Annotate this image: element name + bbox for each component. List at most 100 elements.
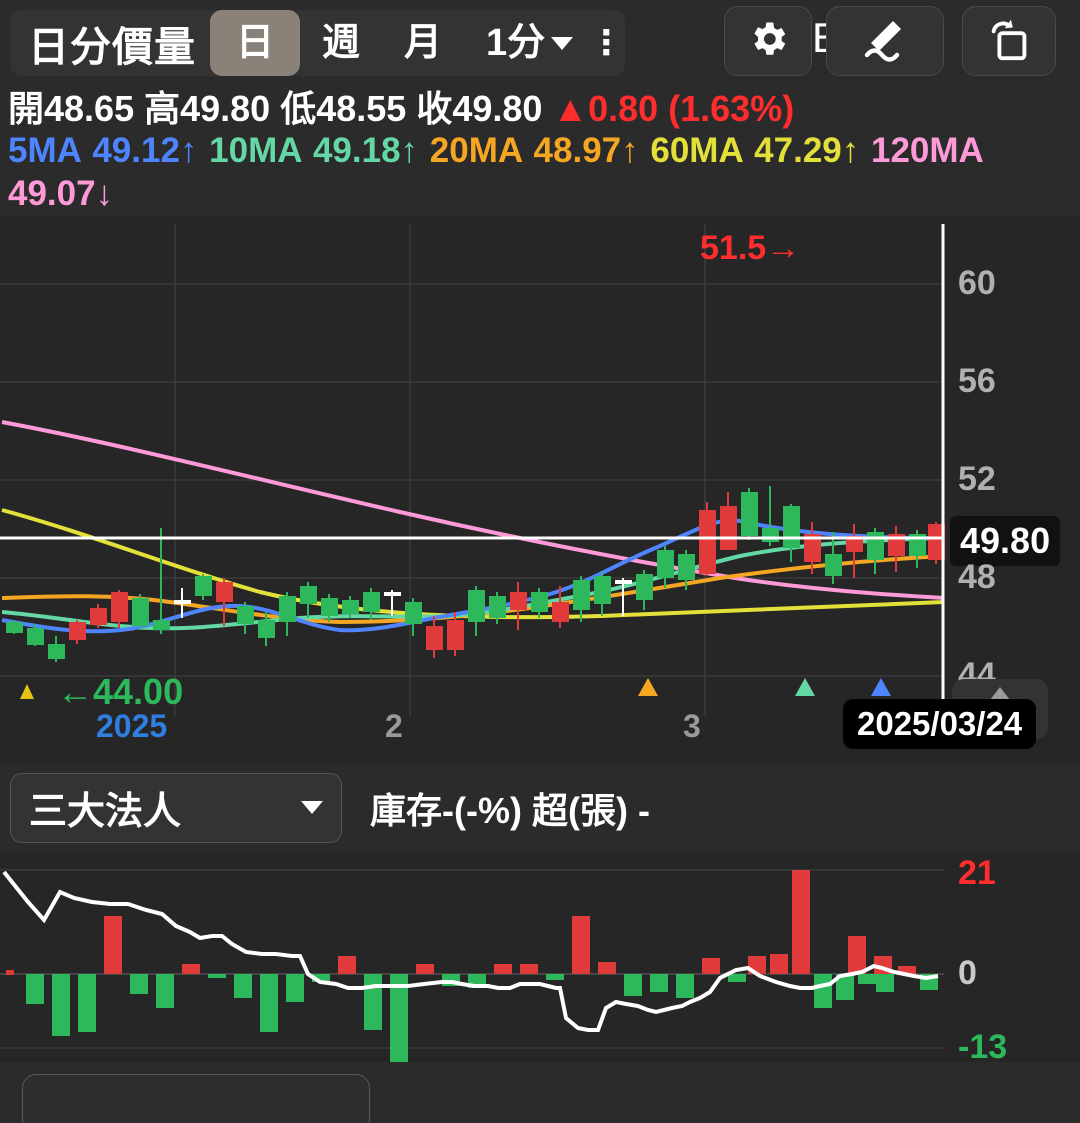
flow-bar <box>6 969 14 975</box>
price-chart[interactable]: 51.5→ ←44.00 60 56 52 49.80 48 44 2025 2… <box>0 215 1080 764</box>
sub-y-tick-zero: 0 <box>958 953 977 992</box>
y-tick-48: 48 <box>958 557 996 596</box>
flow-bar <box>898 965 916 974</box>
current-price-badge: 49.80 <box>950 515 1061 566</box>
flow-bar <box>130 973 148 994</box>
flow-bar <box>286 973 304 1002</box>
chevron-down-icon <box>551 36 574 50</box>
bottom-control-pill[interactable] <box>22 1073 370 1123</box>
rotate-screen-button[interactable] <box>962 6 1056 76</box>
candle <box>657 545 674 588</box>
flow-bar <box>728 973 746 982</box>
flow-bar <box>876 973 894 992</box>
candle <box>300 581 317 618</box>
candle <box>27 623 44 646</box>
candle <box>846 523 863 578</box>
indicator-select-label: 三大法人 <box>29 791 182 834</box>
candle <box>804 521 821 574</box>
flow-bar <box>260 973 278 1032</box>
marker-green-icon <box>795 677 815 696</box>
y-tick-56: 56 <box>958 361 996 400</box>
price-change: ▲0.80 (1.63%) <box>552 88 795 129</box>
candle <box>867 527 884 574</box>
price-chart-canvas <box>0 223 945 736</box>
tab-week[interactable]: 週 <box>322 22 361 64</box>
tab-minute[interactable]: 1分 <box>464 10 585 76</box>
flow-bar <box>792 869 810 974</box>
tab-minute-label: 1分 <box>486 22 546 64</box>
flow-bar <box>572 915 590 974</box>
ma20-legend: 20MA 48.97↑ <box>429 131 639 171</box>
candle <box>678 549 695 590</box>
candle <box>573 575 590 622</box>
candle <box>720 491 737 550</box>
annotation-low: ←44.00 <box>57 670 184 712</box>
annotation-high: 51.5→ <box>700 228 801 267</box>
ma10-legend: 10MA 49.18↑ <box>209 131 419 171</box>
candle <box>594 571 611 616</box>
flow-bar <box>338 955 356 974</box>
candle <box>615 577 632 616</box>
x-tick-2025: 2025 <box>96 707 168 744</box>
candle <box>258 611 275 646</box>
settings-button[interactable] <box>724 6 812 76</box>
indicator-select[interactable]: 三大法人 <box>10 772 342 843</box>
institutional-flow-canvas <box>0 869 944 1062</box>
flow-bar <box>208 973 226 978</box>
flow-bar <box>848 935 866 974</box>
flow-bar <box>78 973 96 1032</box>
candle <box>468 585 485 636</box>
flow-bar <box>836 973 854 1000</box>
quote-panel: 開48.65 高49.80 低48.55 收49.80 ▲0.80 (1.63%… <box>0 86 1080 216</box>
draw-tool-button[interactable] <box>826 6 944 76</box>
candle <box>111 589 128 628</box>
open-price: 開48.65 <box>8 88 135 129</box>
flow-bar <box>182 963 200 974</box>
flow-bar <box>390 973 408 1062</box>
candle <box>405 597 422 636</box>
candle <box>741 487 758 540</box>
institutional-flow-chart[interactable]: 21 0 -13 <box>0 851 1080 1066</box>
flow-bar <box>858 973 876 984</box>
flow-bar <box>494 963 512 974</box>
candle <box>279 591 296 636</box>
candle <box>363 587 380 620</box>
candle <box>489 591 506 624</box>
y-tick-52: 52 <box>958 459 996 498</box>
rotate-screen-icon <box>984 14 1034 69</box>
tab-day[interactable]: 日 <box>210 10 301 76</box>
candle <box>447 611 464 656</box>
candle <box>888 525 905 572</box>
gear-icon <box>746 17 790 66</box>
candle <box>216 577 233 626</box>
ma-legend: 5MA 49.12↑ 10MA 49.18↑ 20MA 48.97↑ 60MA … <box>8 130 1072 215</box>
flow-bars <box>6 869 938 1062</box>
candle <box>552 585 569 628</box>
candle <box>69 619 86 644</box>
flow-bar <box>520 963 538 974</box>
date-badge: 2025/03/24 <box>843 698 1037 749</box>
sub-y-tick-max: 21 <box>958 853 996 892</box>
marker-orange-icon <box>638 677 658 696</box>
flow-bar <box>52 973 70 1036</box>
candlestick-series <box>6 485 945 662</box>
vertical-gridlines <box>174 223 706 716</box>
y-tick-60: 60 <box>958 263 996 302</box>
candle <box>783 503 800 562</box>
candle <box>384 589 401 616</box>
flow-bar <box>624 973 642 996</box>
flow-bar <box>598 961 616 974</box>
pen-draw-icon <box>857 15 913 68</box>
overflow-menu-icon[interactable]: ⋮ <box>589 24 623 62</box>
flow-bar <box>702 957 720 974</box>
low-price: 低48.55 <box>280 88 407 129</box>
toolbar: 日分價量 日 週 月 1分 ⋮ E <box>0 0 1080 86</box>
tab-month[interactable]: 月 <box>404 22 443 64</box>
candle <box>928 521 945 564</box>
horizontal-gridlines <box>0 283 944 677</box>
candle <box>48 635 65 662</box>
ma120-line <box>1 419 945 600</box>
candle <box>90 603 107 628</box>
candle <box>426 615 443 658</box>
flow-bar <box>546 973 564 980</box>
